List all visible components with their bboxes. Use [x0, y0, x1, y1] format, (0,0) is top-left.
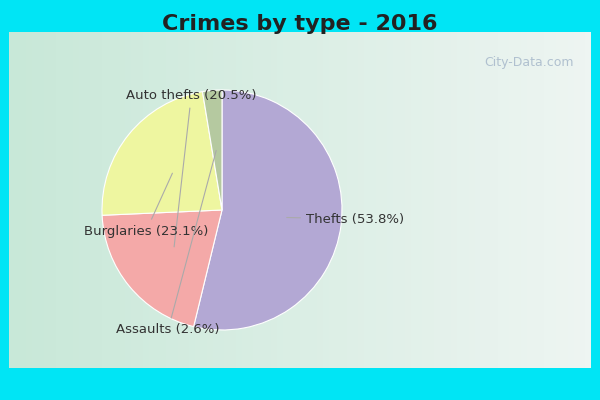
Text: Thefts (53.8%): Thefts (53.8%): [287, 212, 404, 226]
Wedge shape: [202, 90, 222, 210]
Wedge shape: [194, 90, 342, 330]
Wedge shape: [102, 92, 222, 215]
Text: City-Data.com: City-Data.com: [484, 56, 574, 68]
Text: Auto thefts (20.5%): Auto thefts (20.5%): [126, 90, 257, 247]
Text: Burglaries (23.1%): Burglaries (23.1%): [84, 173, 208, 238]
Text: Crimes by type - 2016: Crimes by type - 2016: [162, 14, 438, 34]
Text: Assaults (2.6%): Assaults (2.6%): [116, 150, 220, 336]
Wedge shape: [102, 210, 222, 326]
